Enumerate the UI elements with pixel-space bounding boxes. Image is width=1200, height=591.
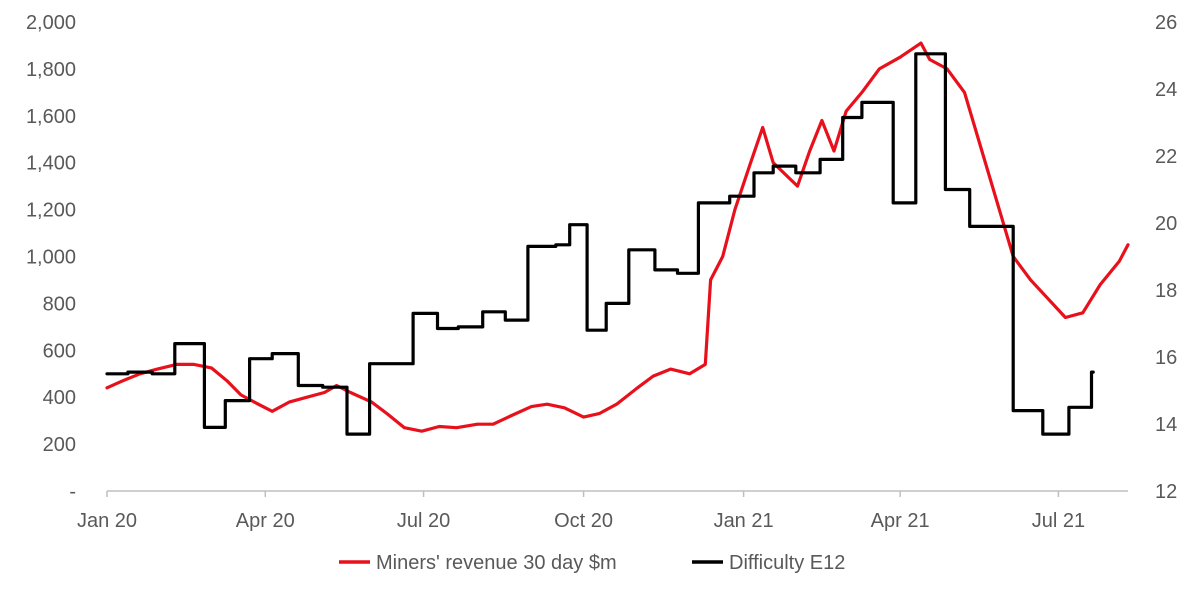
left-y-tick-label: 800 [43,293,76,315]
series-layer [105,41,1130,436]
right-y-tick-label: 16 [1155,347,1177,369]
x-tick-label: Jul 21 [1032,510,1085,532]
left-y-tick-label: 1,200 [26,200,76,222]
right-y-tick-label: 24 [1155,79,1177,101]
right-y-tick-label: 14 [1155,414,1177,436]
x-tick-label: Jan 20 [77,510,137,532]
x-tick-label: Apr 20 [236,510,295,532]
right-y-tick-label: 18 [1155,280,1177,302]
left-y-axis-tick-labels: - 200 400 600 800 1,000 1,200 1,400 1,600 1,800 2,… [26,12,76,503]
left-y-tick-label: 600 [43,340,76,362]
revenue-series-line [105,41,1130,433]
left-y-tick-label: 1,400 [26,153,76,175]
left-y-tick-label: 200 [43,434,76,456]
x-axis-ticks [106,491,1060,497]
x-tick-label: Jul 20 [397,510,450,532]
right-y-axis-tick-labels: 12 14 16 18 20 22 24 26 [1155,12,1177,503]
legend-label-revenue: Miners' revenue 30 day $m [376,552,617,574]
left-y-tick-label: 1,600 [26,106,76,128]
left-y-tick-label: - [69,481,76,503]
x-tick-label: Apr 21 [871,510,930,532]
left-y-tick-label: 400 [43,387,76,409]
right-y-tick-label: 26 [1155,12,1177,34]
difficulty-series-line [105,52,1095,436]
right-y-tick-label: 12 [1155,481,1177,503]
right-y-tick-label: 22 [1155,146,1177,168]
right-y-tick-label: 20 [1155,213,1177,235]
x-tick-label: Jan 21 [714,510,774,532]
x-tick-label: Oct 20 [554,510,613,532]
x-axis-tick-labels: Jan 20 Apr 20 Jul 20 Oct 20 Jan 21 Apr 21 Jul … [77,510,1085,532]
legend-label-difficulty: Difficulty E12 [729,552,845,574]
left-y-tick-label: 1,800 [26,59,76,81]
left-y-tick-label: 1,000 [26,247,76,269]
left-y-tick-label: 2,000 [26,12,76,34]
legend: Miners' revenue 30 day $m Difficulty E12 [339,552,845,574]
